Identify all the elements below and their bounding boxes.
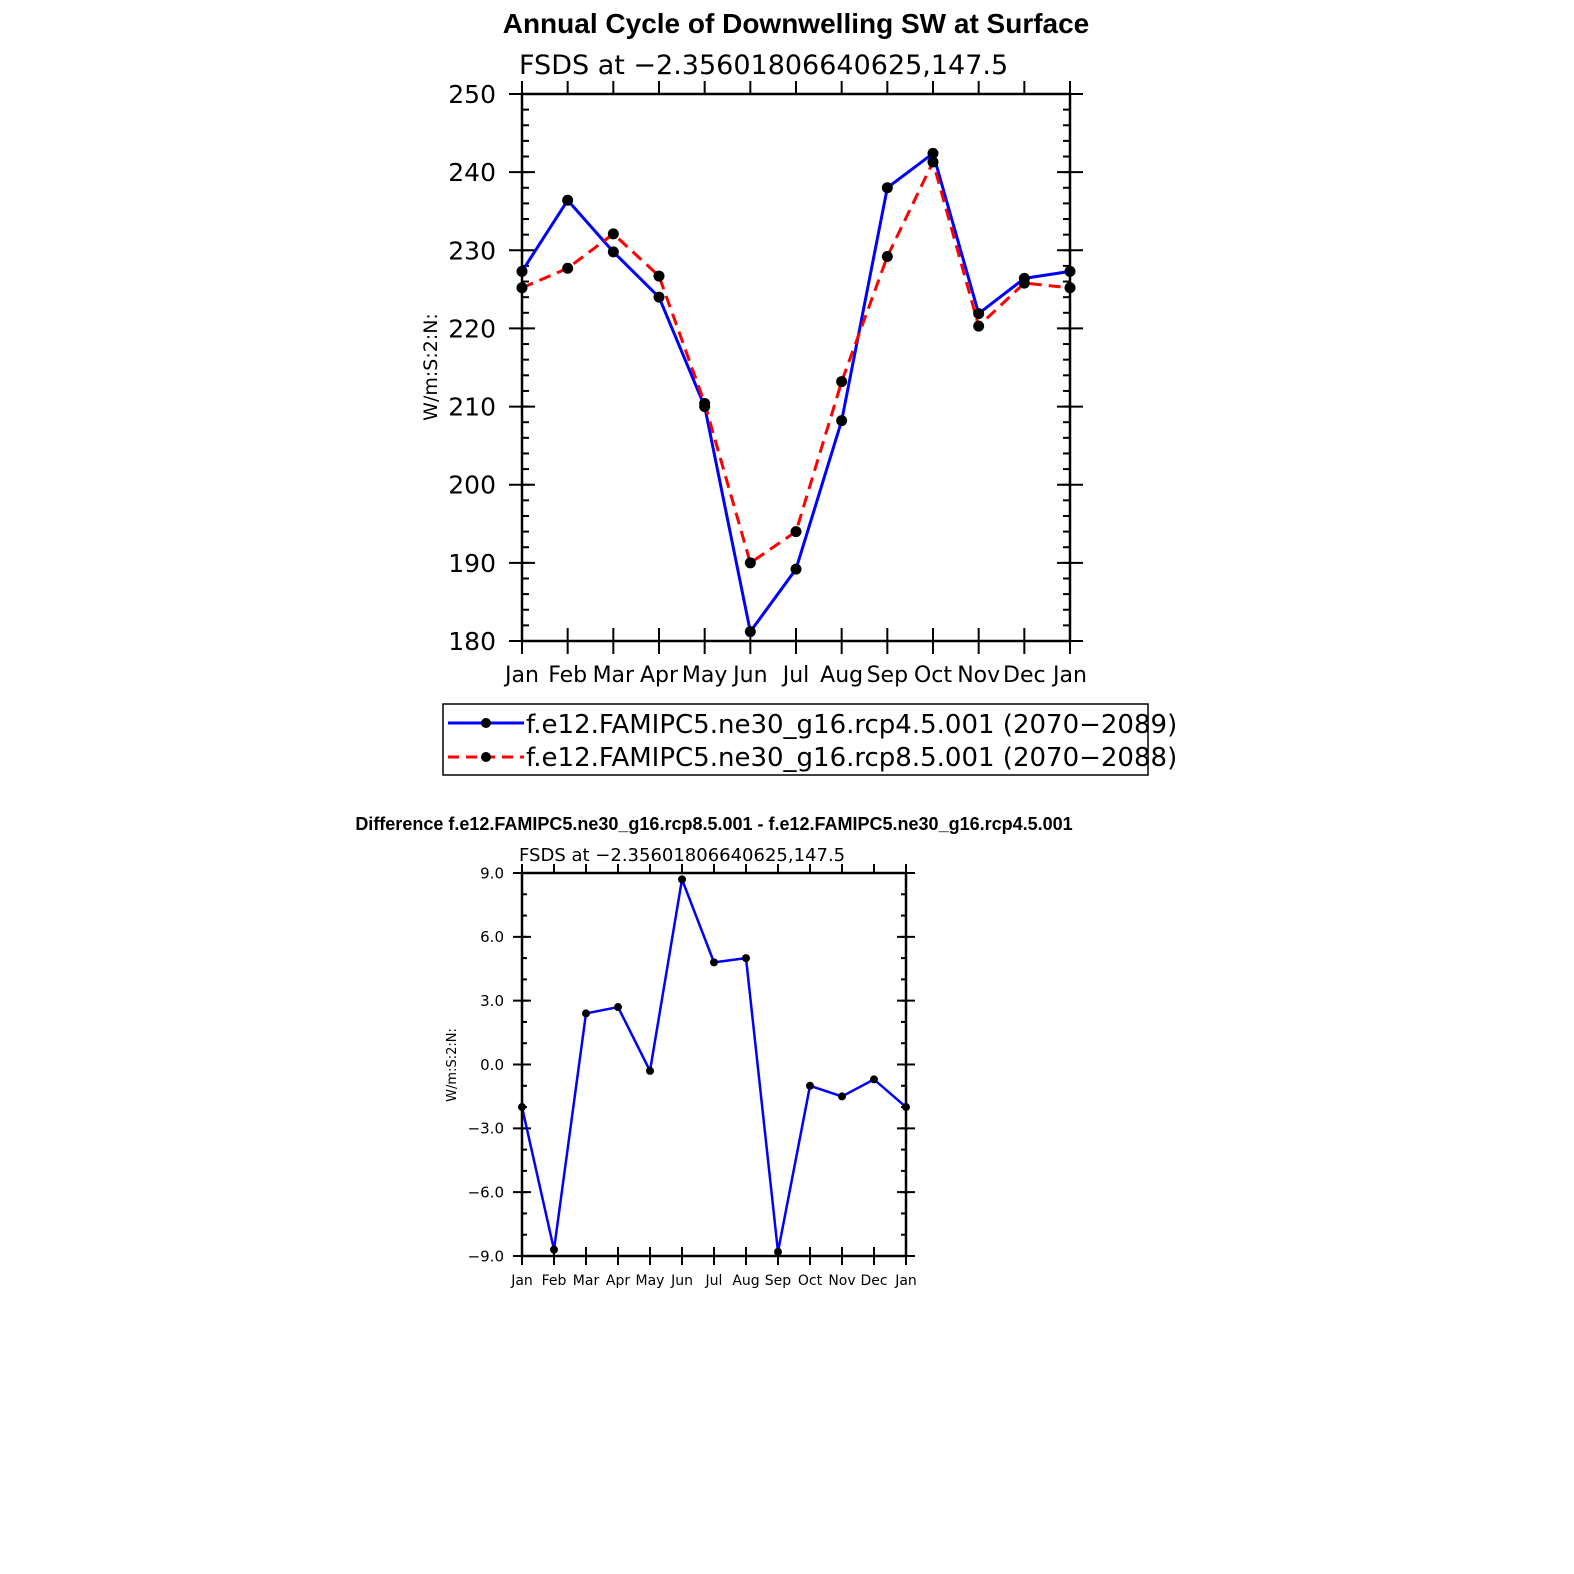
series-2-point	[744, 557, 756, 569]
x-tick-label: Sep	[867, 663, 908, 688]
y-tick-label: −6.0	[468, 1184, 504, 1202]
series-2-point	[653, 270, 665, 282]
series-1-point	[870, 1075, 878, 1084]
y-tick-label: 3.0	[480, 992, 504, 1010]
series-1-point	[806, 1081, 814, 1090]
chart2-plot-area	[518, 875, 910, 1256]
x-tick-label: Jan	[503, 663, 539, 688]
y-tick-label: 220	[448, 314, 496, 343]
x-tick-label: Dec	[860, 1273, 887, 1289]
x-tick-label: Mar	[593, 663, 635, 688]
x-tick-label: May	[682, 663, 727, 688]
series-1-point	[838, 1092, 846, 1101]
x-tick-label: Feb	[542, 1273, 567, 1289]
chart2-subtitle: FSDS at −2.35601806640625,147.5	[519, 845, 845, 866]
series-1-point	[836, 415, 848, 427]
chart2-ylabel: W/m:S:2:N:	[445, 1028, 460, 1102]
chart1-subtitle: FSDS at −2.35601806640625,147.5	[519, 50, 1008, 81]
y-tick-label: 230	[448, 236, 496, 265]
series-2-point	[790, 526, 802, 538]
y-tick-label: 200	[448, 471, 496, 500]
series-line-1	[520, 151, 1071, 634]
series-2-point	[699, 397, 711, 409]
x-tick-label: Mar	[573, 1273, 600, 1289]
x-tick-label: Aug	[820, 663, 863, 688]
y-tick-label: 210	[448, 393, 496, 422]
series-1-point	[881, 182, 893, 194]
y-tick-label: 190	[448, 549, 496, 578]
series-2-point	[836, 376, 848, 388]
legend-label-series-2: f.e12.FAMIPC5.ne30_g16.rcp8.5.001 (2070−…	[526, 743, 1177, 773]
legend-box	[442, 703, 1149, 776]
series-1-point	[774, 1247, 782, 1256]
chart2-frame	[520, 871, 908, 1258]
x-tick-label: May	[636, 1273, 665, 1289]
chart1-frame	[520, 92, 1072, 643]
series-1-point	[710, 958, 718, 967]
series-1-point	[744, 626, 756, 638]
y-tick-label: −3.0	[468, 1120, 504, 1138]
chart1-ylabel: W/m:S:2:N:	[420, 313, 442, 421]
chart1-ticks: Jan Feb Mar Apr May Jun Jul Aug Sep Oct Nov Dec Jan1…	[448, 80, 1087, 688]
series-1-point	[678, 875, 686, 884]
y-tick-label: 0.0	[480, 1056, 504, 1074]
series-2-point	[607, 228, 619, 240]
x-tick-label: Jan	[510, 1273, 533, 1289]
series-1-point	[582, 1009, 590, 1018]
x-tick-label: Feb	[548, 663, 587, 688]
legend-marker-series-1	[481, 718, 491, 728]
x-tick-label: Oct	[798, 1273, 823, 1289]
x-tick-label: Jul	[781, 663, 810, 688]
series-1-point	[550, 1245, 558, 1254]
y-tick-label: 250	[448, 80, 496, 109]
chart2-ticks: Jan Feb Mar Apr May Jun Jul Aug Sep Oct Nov Dec Jan−…	[468, 864, 917, 1289]
x-tick-label: Apr	[640, 663, 679, 688]
x-tick-label: Jun	[731, 663, 767, 688]
series-2-point	[973, 320, 985, 332]
chart1-plot-area	[516, 147, 1076, 638]
chart1-legend: f.e12.FAMIPC5.ne30_g16.rcp4.5.001 (2070−…	[442, 703, 1177, 776]
legend-marker-series-2	[481, 752, 491, 762]
x-tick-label: Apr	[606, 1273, 630, 1289]
series-1-point	[653, 291, 665, 303]
y-tick-label: 9.0	[480, 864, 504, 882]
series-1-point	[614, 1003, 622, 1012]
series-1-point	[646, 1066, 654, 1075]
series-2-point	[1018, 277, 1030, 289]
x-tick-label: Jun	[670, 1273, 693, 1289]
x-tick-label: Oct	[914, 663, 952, 688]
y-tick-label: −9.0	[468, 1247, 504, 1265]
series-1-point	[790, 563, 802, 575]
series-1-point	[973, 308, 985, 320]
series-line-1	[520, 878, 907, 1253]
x-tick-label: Nov	[828, 1273, 855, 1289]
series-1-point	[607, 246, 619, 258]
chart2-title: Difference f.e12.FAMIPC5.ne30_g16.rcp8.5…	[355, 814, 1072, 834]
series-2-point	[881, 251, 893, 263]
chart1-title: Annual Cycle of Downwelling SW at Surfac…	[503, 8, 1090, 39]
x-tick-label: Sep	[765, 1273, 792, 1289]
series-line-2	[521, 160, 1071, 565]
x-tick-label: Nov	[957, 663, 1000, 688]
y-tick-label: 240	[448, 158, 496, 187]
series-1-point	[927, 147, 939, 159]
x-tick-label: Jan	[894, 1273, 917, 1289]
series-1-point	[562, 194, 574, 206]
x-tick-label: Jul	[705, 1273, 723, 1289]
legend-label-series-1: f.e12.FAMIPC5.ne30_g16.rcp4.5.001 (2070−…	[526, 710, 1177, 740]
x-tick-label: Dec	[1003, 663, 1046, 688]
y-tick-label: 180	[448, 627, 496, 656]
x-tick-label: Jan	[1051, 663, 1087, 688]
x-tick-label: Aug	[732, 1273, 759, 1289]
series-2-point	[927, 156, 939, 168]
series-2-point	[562, 262, 574, 274]
series-1-point	[742, 954, 750, 963]
y-tick-label: 6.0	[480, 928, 504, 946]
